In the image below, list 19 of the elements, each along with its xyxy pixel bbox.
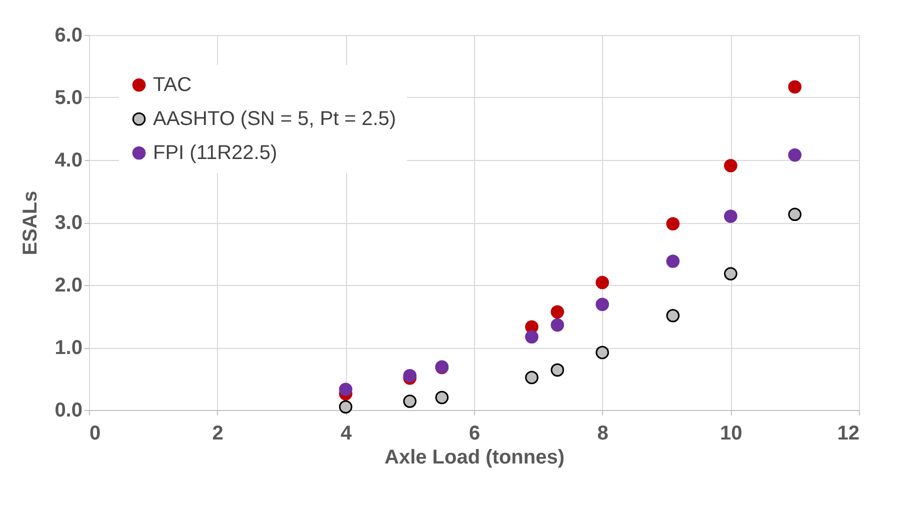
legend-label: TAC: [153, 74, 192, 96]
y-tick-label: 1.0: [54, 337, 82, 359]
x-tick-label: 12: [837, 422, 860, 444]
x-tick-label: 6: [468, 422, 480, 444]
x-tick-label: 4: [340, 422, 353, 444]
x-axis-title: Axle Load (tonnes): [384, 446, 565, 468]
y-tick-label: 3.0: [54, 212, 82, 234]
x-tick-label: 10: [720, 422, 742, 444]
y-tick-label: 6.0: [54, 24, 82, 46]
legend-label: AASHTO (SN = 5, Pt = 2.5): [153, 108, 396, 130]
y-axis-title: ESALs: [20, 190, 42, 256]
x-tick-label: 2: [212, 422, 224, 444]
legend-label: FPI (11R22.5): [153, 142, 278, 164]
y-tick-label: 5.0: [54, 87, 82, 109]
y-tick-label: 2.0: [54, 274, 82, 296]
y-tick-label: 4.0: [54, 150, 82, 172]
y-tick-label: 0.0: [54, 400, 82, 422]
x-tick-label: 0: [90, 422, 101, 444]
x-tick-label: 8: [597, 422, 608, 444]
